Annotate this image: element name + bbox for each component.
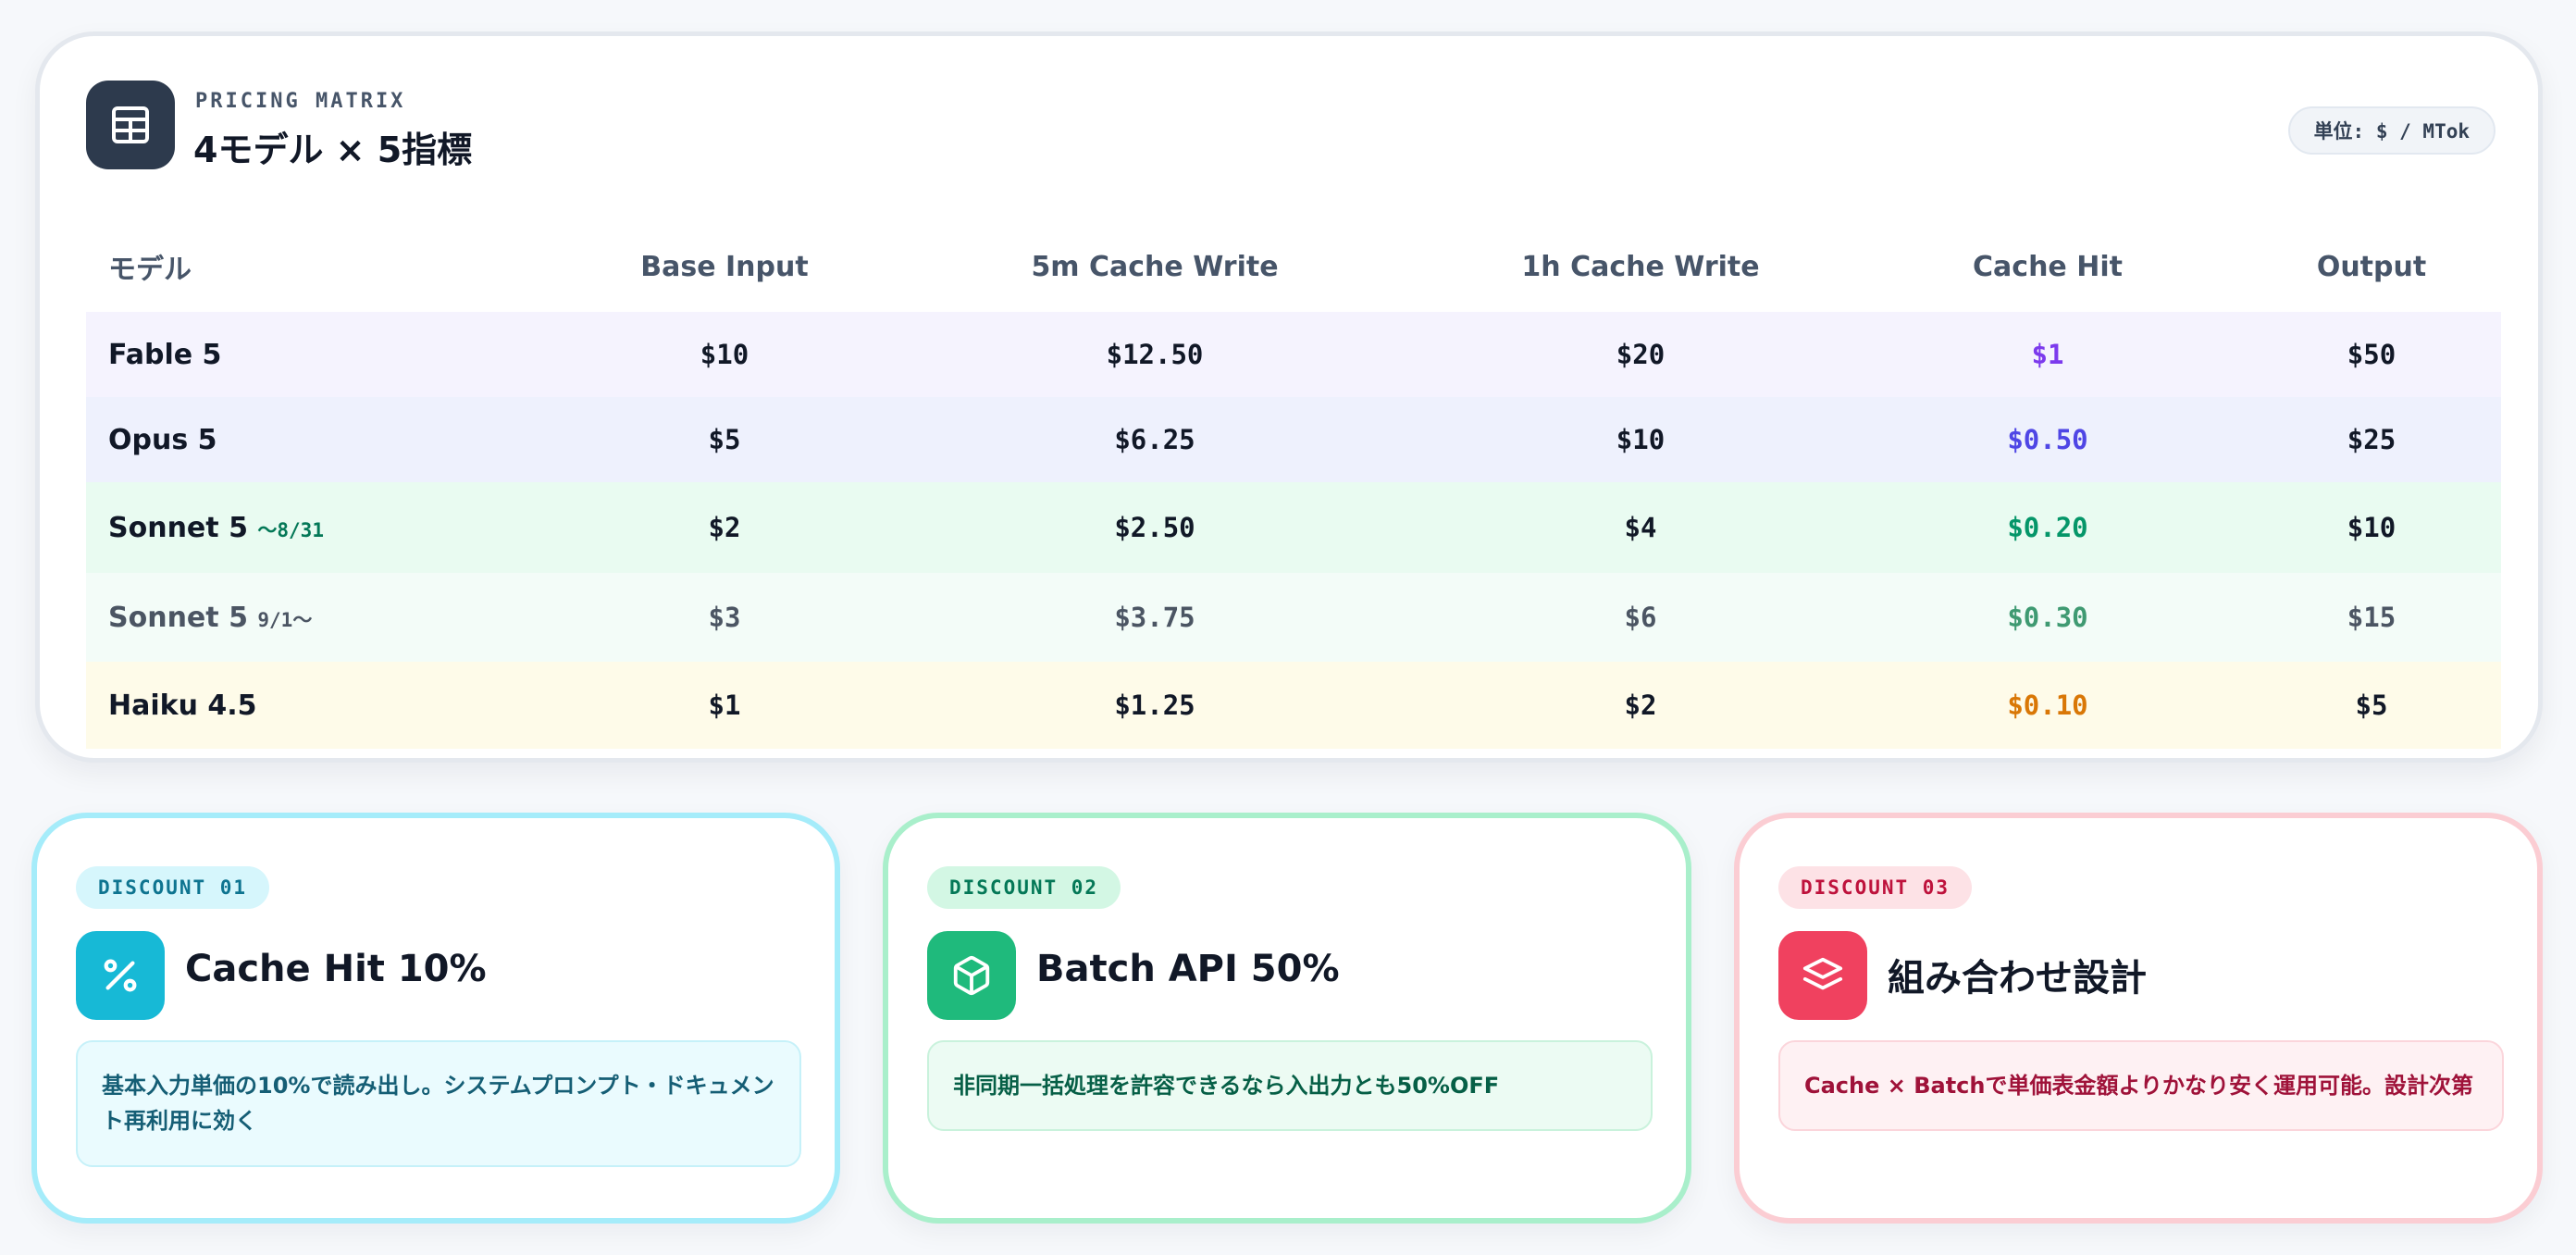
price-cell: $5 [567,397,882,482]
price-cell: $20 [1428,312,1853,397]
price-cell: $3.75 [882,573,1428,662]
price-cell: $2 [1428,662,1853,749]
model-period-note: 9/1〜 [257,608,313,631]
column-header-cache-hit: Cache Hit [1973,250,2123,283]
column-header-base-input: Base Input [640,250,809,283]
pricing-table: モデル Base Input 5m Cache Write 1h Cache W… [86,221,2501,749]
cache-hit-cell: $0.10 [1853,662,2242,749]
price-cell: $15 [2242,573,2501,662]
table-row: Sonnet 5 〜8/31 $2 $2.50 $4 $0.20 $10 [86,482,2501,573]
cache-hit-cell: $0.30 [1853,573,2242,662]
price-cell: $2.50 [882,482,1428,573]
price-cell: $50 [2242,312,2501,397]
model-period-note: 〜8/31 [257,518,324,541]
cache-hit-cell: $0.20 [1853,482,2242,573]
discount-card-combination: DISCOUNT 03 組み合わせ設計 Cache × Batchで単価表金額よ… [1734,813,2543,1224]
discount-title: Batch API 50% [1036,948,1340,990]
table-row: Sonnet 5 9/1〜 $3 $3.75 $6 $0.30 $15 [86,573,2501,662]
price-cell: $4 [1428,482,1853,573]
table-row: Haiku 4.5 $1 $1.25 $2 $0.10 $5 [86,662,2501,749]
price-cell: $6.25 [882,397,1428,482]
discount-tag: DISCOUNT 01 [76,866,270,909]
discount-title: 組み合わせ設計 [1888,957,2147,1000]
price-cell: $10 [2242,482,2501,573]
cache-hit-cell: $1 [1853,312,2242,397]
matrix-title: 4モデル × 5指標 [193,130,473,170]
price-cell: $1 [567,662,882,749]
matrix-eyebrow: PRICING MATRIX [195,90,406,113]
column-header-1h-cache-write: 1h Cache Write [1521,250,1760,283]
layers-icon [1778,931,1867,1020]
model-cell: Haiku 4.5 [86,662,567,749]
discount-tag: DISCOUNT 03 [1778,866,1973,909]
pricing-matrix-card: PRICING MATRIX 4モデル × 5指標 単位: $ / MTok モ… [35,31,2543,763]
model-name: Sonnet 5 [108,511,248,544]
model-cell: Fable 5 [86,312,567,397]
model-name: Sonnet 5 [108,601,248,634]
price-cell: $10 [567,312,882,397]
column-header-output: Output [2316,250,2427,283]
price-cell: $25 [2242,397,2501,482]
discount-description: 基本入力単価の10%で読み出し。システムプロンプト・ドキュメント再利用に効く [76,1040,801,1167]
model-cell: Sonnet 5 9/1〜 [86,573,567,662]
discount-card-cache-hit: DISCOUNT 01 Cache Hit 10% 基本入力単価の10%で読み出… [31,813,840,1224]
discount-title: Cache Hit 10% [185,948,487,990]
discount-tag: DISCOUNT 02 [927,866,1121,909]
table-row: Opus 5 $5 $6.25 $10 $0.50 $25 [86,397,2501,482]
box-icon [927,931,1016,1020]
unit-badge: 単位: $ / MTok [2287,106,2496,155]
price-cell: $5 [2242,662,2501,749]
table-icon [86,81,175,169]
model-cell: Opus 5 [86,397,567,482]
price-cell: $10 [1428,397,1853,482]
column-header-5m-cache-write: 5m Cache Write [1031,250,1279,283]
price-cell: $2 [567,482,882,573]
model-name: Haiku 4.5 [108,689,257,722]
table-row: Fable 5 $10 $12.50 $20 $1 $50 [86,312,2501,397]
discount-description: Cache × Batchで単価表金額よりかなり安く運用可能。設計次第 [1778,1040,2504,1132]
model-name: Opus 5 [108,423,217,456]
discount-description: 非同期一括処理を許容できるなら入出力とも50%OFF [927,1040,1653,1132]
price-cell: $12.50 [882,312,1428,397]
table-header-row: モデル Base Input 5m Cache Write 1h Cache W… [86,221,2501,312]
model-cell: Sonnet 5 〜8/31 [86,482,567,573]
price-cell: $1.25 [882,662,1428,749]
model-name: Fable 5 [108,338,222,371]
discount-card-batch-api: DISCOUNT 02 Batch API 50% 非同期一括処理を許容できるな… [883,813,1691,1224]
price-cell: $3 [567,573,882,662]
percent-icon [76,931,165,1020]
price-cell: $6 [1428,573,1853,662]
cache-hit-cell: $0.50 [1853,397,2242,482]
column-header-model: モデル [108,254,192,286]
